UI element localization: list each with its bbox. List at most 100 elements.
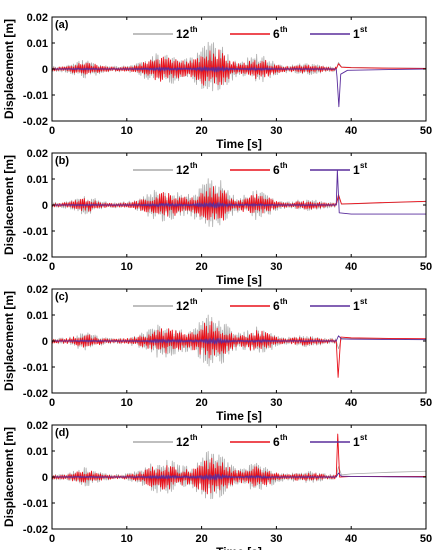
y-tick-label: 0.02: [27, 12, 48, 24]
x-tick-label: 50: [420, 397, 432, 409]
x-tick-label: 10: [121, 261, 133, 273]
x-axis-title: Time [s]: [216, 273, 262, 287]
y-axis-title: Displacement [m]: [2, 155, 16, 255]
x-tick-label: 20: [195, 125, 207, 137]
x-axis-title: Time [s]: [216, 137, 262, 151]
y-tick-label: 0: [42, 64, 48, 76]
y-tick-label: 0.01: [27, 310, 48, 322]
chart-panel-2: 0 10 20 30 40 50 0.02 0.01 0 -0.01 -0.02 Time [s] Di…: [2, 148, 432, 287]
legend-label: 6: [273, 163, 280, 177]
series-group: [52, 314, 426, 378]
x-tick-label: 40: [345, 125, 357, 137]
y-tick-label: -0.01: [23, 90, 48, 102]
legend-label: 12: [176, 435, 190, 449]
y-tick-label: 0: [42, 472, 48, 484]
x-tick-label: 40: [345, 397, 357, 409]
y-tick-label: 0.01: [27, 38, 48, 50]
x-axis-title: Time [s]: [216, 545, 262, 550]
legend-label: 12: [176, 299, 190, 313]
x-tick-label: 0: [49, 261, 55, 273]
y-tick-label: 0: [42, 336, 48, 348]
series-group: [52, 41, 426, 108]
series-group: [52, 169, 426, 228]
x-tick-label: 20: [195, 533, 207, 545]
panel-label: (d): [55, 427, 69, 439]
legend-label-superscript: th: [190, 25, 198, 34]
y-tick-label: -0.01: [23, 498, 48, 510]
x-tick-label: 10: [121, 533, 133, 545]
panel-label: (b): [55, 155, 69, 167]
chart-panel-1: 0 10 20 30 40 50 0.02 0.01 0 -0.01 -0.02 Time [s] Di…: [2, 12, 432, 151]
x-axis-title: Time [s]: [216, 409, 262, 423]
x-tick-label: 40: [345, 533, 357, 545]
x-tick-label: 30: [270, 261, 282, 273]
chart-panel-3: 0 10 20 30 40 50 0.02 0.01 0 -0.01 -0.02 Time [s] Di…: [2, 284, 432, 423]
y-tick-label: -0.02: [23, 524, 48, 536]
legend-label-superscript: st: [360, 25, 367, 34]
legend-label: 1: [353, 27, 360, 41]
x-tick-label: 0: [49, 125, 55, 137]
panel-label: (a): [55, 19, 69, 31]
series-line-1st: [52, 66, 426, 108]
x-tick-label: 50: [420, 533, 432, 545]
legend-label-superscript: th: [280, 433, 288, 442]
series-line-6th: [52, 321, 426, 378]
panel-label: (c): [55, 291, 69, 303]
y-axis-title: Displacement [m]: [2, 291, 16, 391]
y-axis-title: Displacement [m]: [2, 427, 16, 527]
legend-label: 12: [176, 27, 190, 41]
legend-label: 1: [353, 163, 360, 177]
legend-label-superscript: st: [360, 297, 367, 306]
chart-panel-4: 0 10 20 30 40 50 0.02 0.01 0 -0.01 -0.02 Time [s] Di…: [2, 420, 432, 550]
y-tick-label: 0.02: [27, 420, 48, 432]
y-tick-label: -0.01: [23, 362, 48, 374]
x-tick-label: 30: [270, 533, 282, 545]
y-tick-label: -0.02: [23, 252, 48, 264]
legend-label: 12: [176, 163, 190, 177]
x-tick-label: 0: [49, 533, 55, 545]
series-line-6th: [52, 433, 426, 495]
y-tick-label: 0.02: [27, 284, 48, 296]
legend-label-superscript: th: [280, 25, 288, 34]
legend-label: 6: [273, 299, 280, 313]
y-tick-label: -0.02: [23, 388, 48, 400]
x-tick-label: 10: [121, 397, 133, 409]
y-tick-label: 0.01: [27, 174, 48, 186]
legend-label-superscript: st: [360, 433, 367, 442]
series-line-1st: [52, 169, 426, 215]
y-tick-label: 0.02: [27, 148, 48, 160]
legend-label: 1: [353, 299, 360, 313]
x-tick-label: 20: [195, 397, 207, 409]
legend-label: 1: [353, 435, 360, 449]
legend-label-superscript: th: [280, 161, 288, 170]
x-tick-label: 30: [270, 125, 282, 137]
x-tick-label: 50: [420, 261, 432, 273]
legend-label-superscript: st: [360, 161, 367, 170]
series-line-6th: [52, 186, 426, 221]
y-tick-label: -0.01: [23, 226, 48, 238]
legend-label: 6: [273, 27, 280, 41]
x-tick-label: 0: [49, 397, 55, 409]
x-tick-label: 30: [270, 397, 282, 409]
y-axis-title: Displacement [m]: [2, 19, 16, 119]
y-tick-label: 0.01: [27, 446, 48, 458]
legend-label-superscript: th: [190, 161, 198, 170]
series-line-6th: [52, 49, 426, 86]
series-line-1st: [52, 335, 426, 345]
series-line-1st: [52, 472, 426, 481]
y-tick-label: -0.02: [23, 116, 48, 128]
series-group: [52, 433, 426, 500]
legend-label-superscript: th: [190, 433, 198, 442]
x-tick-label: 50: [420, 125, 432, 137]
